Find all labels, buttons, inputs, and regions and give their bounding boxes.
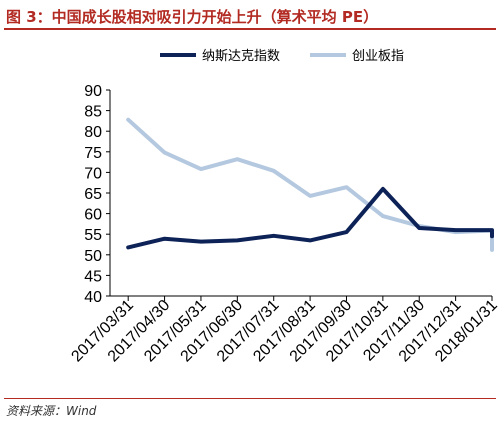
y-tick-label: 55 [84,227,102,244]
y-tick-label: 40 [84,289,102,306]
y-tick-label: 45 [84,268,102,285]
legend: 纳斯达克指数 创业板指 [160,49,404,64]
y-tick-label: 85 [84,104,102,121]
source-note: 资料来源：Wind [6,404,97,418]
legend-label-chinext: 创业板指 [352,49,404,64]
y-tick-label: 70 [84,165,102,182]
series-layer [126,117,494,252]
y-tick-label: 65 [84,186,102,203]
y-tick-label: 75 [84,145,102,162]
chart-title: 图 3：中国成长股相对吸引力开始上升（算术平均 PE） [6,8,379,26]
y-tick-label: 60 [84,207,102,224]
series-line-nasdaq [126,186,494,250]
legend-label-nasdaq: 纳斯达克指数 [202,49,280,64]
y-tick-label: 90 [84,83,102,100]
source-divider [4,398,496,399]
y-tick-label: 80 [84,124,102,141]
y-tick-label: 50 [84,248,102,265]
title-divider [4,28,496,30]
